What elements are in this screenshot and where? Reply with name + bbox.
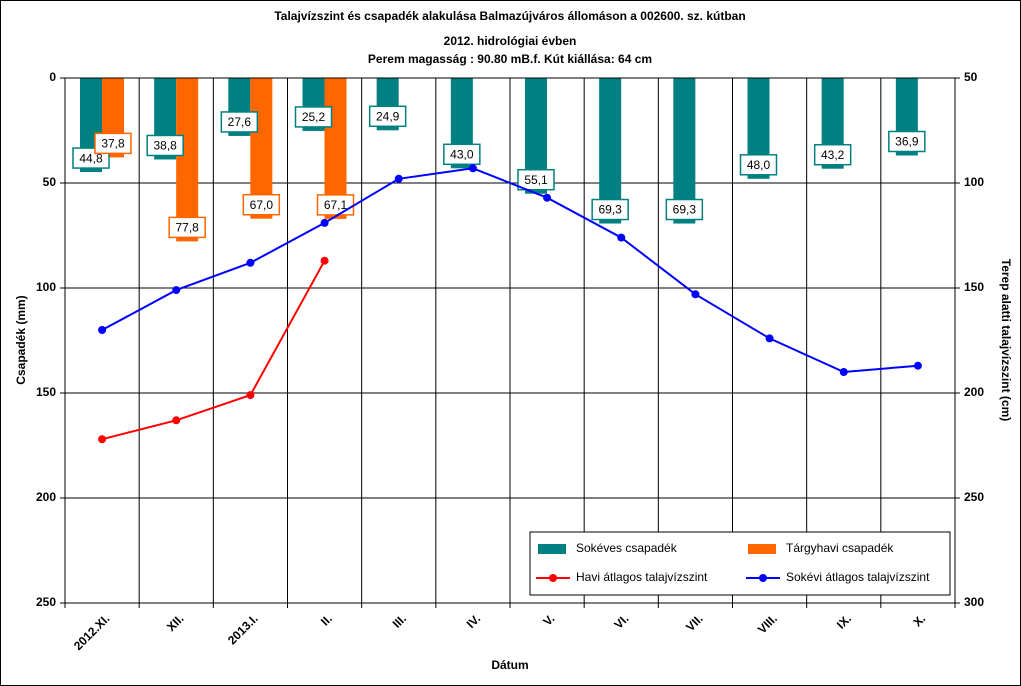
value-label: 37,8 (101, 137, 125, 151)
bar (673, 78, 696, 224)
value-label: 69,3 (598, 203, 622, 217)
point (839, 368, 848, 376)
value-label: 55,1 (524, 173, 548, 187)
value-label: 38,8 (153, 139, 177, 153)
y-tick-label: 0 (49, 70, 56, 84)
value-label-box (294, 106, 333, 128)
y2-tick-label: 150 (964, 280, 984, 294)
value-label-box (739, 154, 778, 176)
point (98, 326, 107, 334)
bar (525, 78, 547, 194)
chart-subtitle: Perem magasság : 90.80 mB.f. Kút kiállás… (368, 52, 652, 66)
chart-title: Talajvízszint és csapadék alakulása Balm… (274, 9, 745, 23)
chart-subtitle: 2012. hidrológiai évben (444, 34, 577, 48)
value-label: 25,2 (302, 110, 326, 124)
value-label: 27,6 (228, 115, 252, 129)
value-label-box (813, 143, 852, 166)
y-tick-label: 50 (43, 175, 57, 189)
value-label: 48,0 (747, 158, 771, 172)
point (543, 193, 552, 202)
point (913, 361, 922, 370)
value-label: 44,8 (79, 151, 103, 165)
point (691, 290, 700, 299)
legend-label: Tárgyhavi csapadék (786, 541, 894, 555)
value-label-box (888, 130, 926, 153)
value-label-box (591, 198, 629, 221)
value-label: 67,0 (250, 198, 274, 212)
y-tick-label: 100 (36, 280, 56, 294)
y2-tick-label: 100 (964, 175, 984, 189)
y2-tick-label: 50 (964, 70, 978, 84)
point (320, 218, 329, 227)
point (320, 256, 329, 265)
point (246, 391, 255, 400)
value-label-box (220, 111, 259, 133)
bar (599, 78, 622, 224)
legend-swatch (549, 574, 557, 582)
legend-swatch (748, 544, 776, 554)
value-label: 24,9 (376, 109, 400, 123)
value-label-box (242, 193, 281, 216)
value-label: 43,0 (450, 147, 474, 161)
value-label-box (146, 134, 184, 157)
legend-label: Sokéves csapadék (576, 541, 678, 555)
y-tick-label: 150 (36, 385, 56, 399)
value-label: 67,1 (324, 198, 348, 212)
value-label-box (368, 105, 407, 128)
point (172, 286, 181, 295)
point (394, 174, 403, 183)
y-axis-label: Csapadék (mm) (14, 295, 28, 384)
legend (529, 531, 951, 596)
value-label: 69,3 (673, 203, 697, 217)
value-label-box (665, 198, 704, 221)
point (765, 334, 774, 343)
y2-tick-label: 250 (964, 490, 984, 504)
value-label-box (443, 143, 481, 166)
legend-swatch (538, 544, 566, 554)
y-tick-label: 200 (36, 490, 56, 504)
value-label: 43,2 (821, 148, 845, 162)
y-tick-label: 250 (36, 595, 56, 609)
line (101, 167, 919, 374)
value-label: 36,9 (895, 135, 919, 149)
legend-swatch (759, 574, 767, 582)
point (246, 258, 255, 267)
point (98, 435, 107, 444)
line (101, 260, 326, 441)
legend-label: Havi átlagos talajvízszint (576, 570, 708, 584)
value-label-box (168, 216, 206, 239)
bar (747, 78, 770, 179)
point (172, 416, 181, 425)
legend-label: Sokévi átlagos talajvízszint (786, 570, 930, 584)
x-axis-label: Dátum (491, 658, 528, 672)
value-label-box (517, 168, 555, 191)
point (468, 164, 477, 173)
y2-tick-label: 200 (964, 385, 984, 399)
value-label-box (94, 132, 132, 155)
plot-border (64, 77, 956, 604)
y2-tick-label: 300 (964, 595, 984, 609)
point (617, 233, 626, 242)
y2-axis-label: Terep alatti talajvízszint (cm) (999, 259, 1013, 422)
value-label: 77,8 (175, 221, 199, 235)
bar (176, 78, 199, 242)
